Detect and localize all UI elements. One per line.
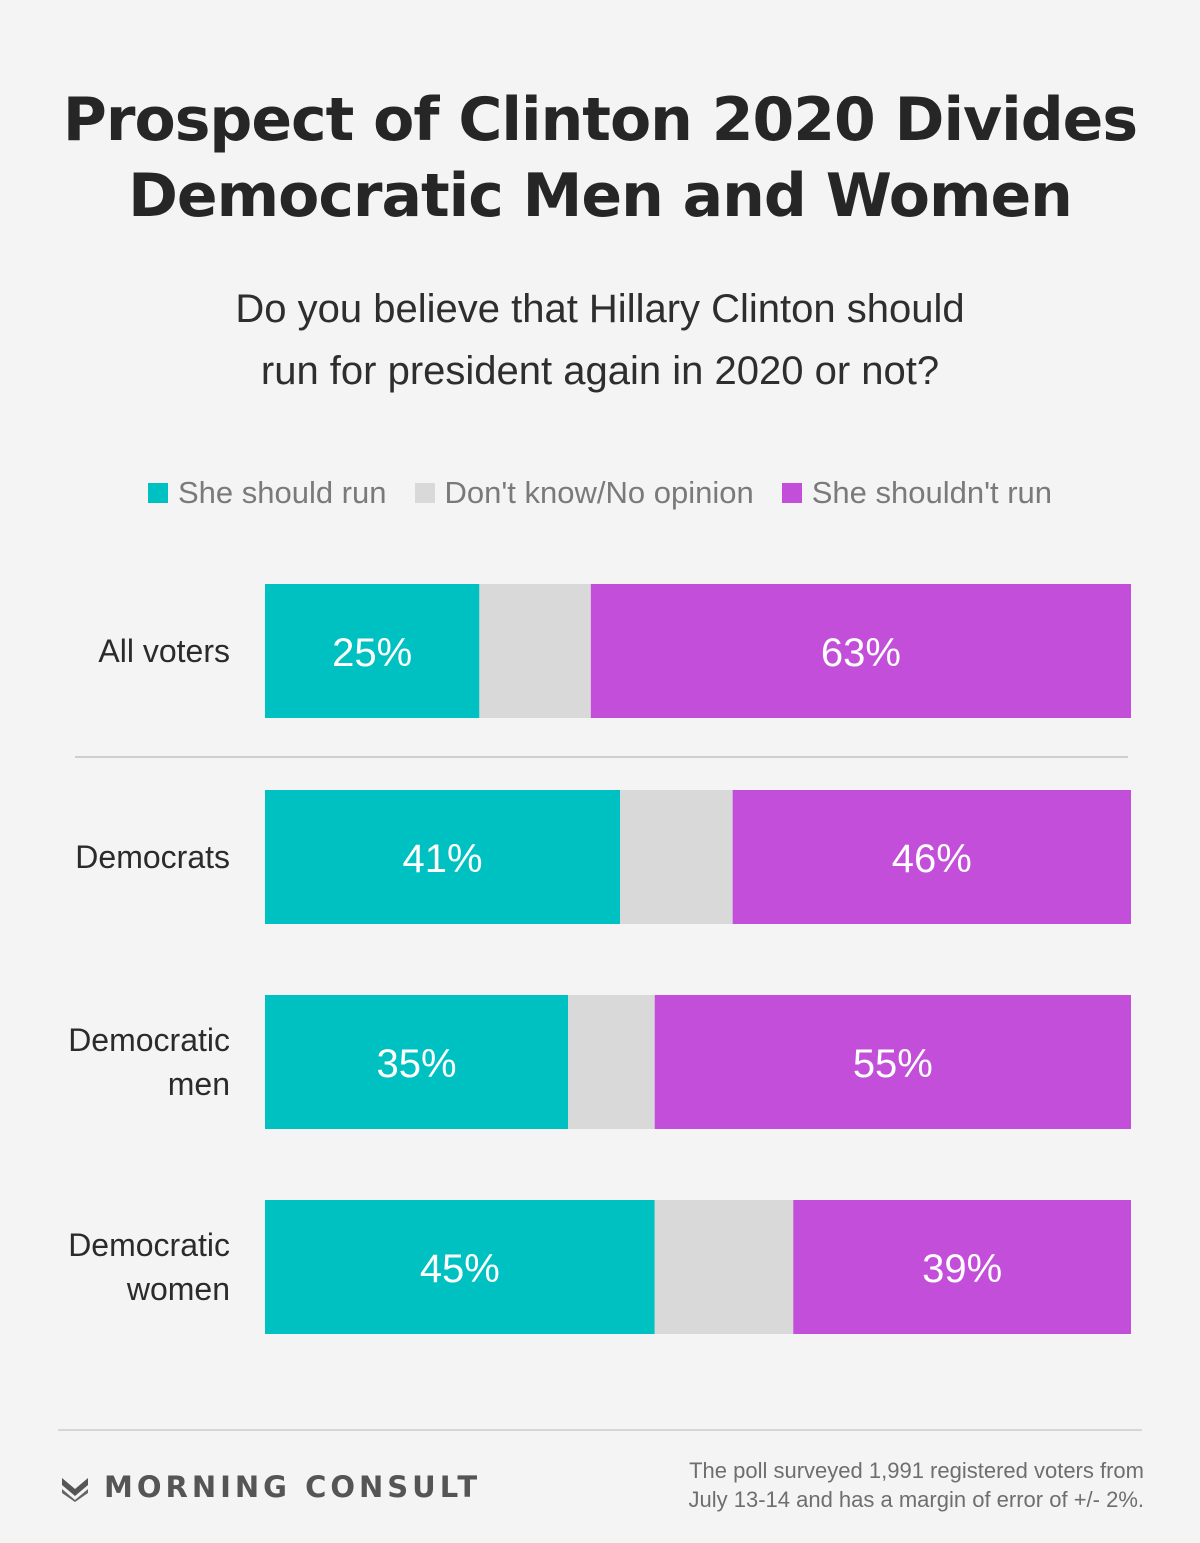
methodology-note: The poll surveyed 1,991 registered voter…: [584, 1456, 1144, 1514]
data-label-democratic-men-she-shouldn-t-run: 55%: [853, 1042, 933, 1086]
bar-segment-all-voters-she-shouldn-t-run: [590, 584, 1131, 718]
data-label-democratic-women-she-should-run: 45%: [420, 1247, 500, 1291]
category-label-democratic-women: Democratic women: [68, 1227, 230, 1307]
bar-segment-democratic-men-she-should-run: [265, 995, 569, 1129]
legend: She should run Don't know/No opinion She…: [0, 470, 1200, 516]
bar-segment-democratic-men-don-t-know-no-opinion: [568, 995, 655, 1129]
chart-title-line-1: Prospect of Clinton 2020 Divides: [62, 85, 1138, 155]
chart-subtitle-line-1: Do you believe that Hillary Clinton shou…: [235, 287, 965, 331]
bar-segment-democrats-don-t-know-no-opinion: [620, 790, 733, 924]
bar-segment-all-voters-she-should-run: [265, 584, 480, 718]
legend-item-shouldnt-run: She shouldn't run: [781, 475, 1053, 511]
bar-segment-democratic-women-she-should-run: [265, 1200, 655, 1334]
chart-title: Prospect of Clinton 2020 Divides Democra…: [0, 82, 1200, 234]
legend-swatch-dont-know: [414, 483, 435, 503]
legend-label-shouldnt-run: She shouldn't run: [811, 475, 1053, 510]
bar-segment-democrats-she-should-run: [265, 790, 621, 924]
methodology-note-line-2: July 13-14 and has a margin of error of …: [688, 1487, 1144, 1512]
data-label-democratic-men-she-should-run: 35%: [377, 1042, 457, 1086]
legend-swatch-should-run: [147, 483, 168, 503]
footer-divider: [58, 1429, 1142, 1431]
bar-segment-democratic-men-she-shouldn-t-run: [654, 995, 1131, 1129]
chart-subtitle-line-2: run for president again in 2020 or not?: [260, 349, 940, 393]
chart-title-line-2: Democratic Men and Women: [128, 161, 1073, 231]
bar-segment-all-voters-don-t-know-no-opinion: [479, 584, 591, 718]
category-label-democratic-men: Democratic men: [68, 1022, 230, 1102]
legend-label-dont-know: Don't know/No opinion: [444, 475, 754, 510]
legend-item-dont-know: Don't know/No opinion: [414, 475, 754, 511]
stacked-bar-chart: 25% 63% All voters 41% 46% Democrats 35% 55% Dem…: [68, 584, 1131, 1334]
category-label-all-voters: All voters: [98, 633, 230, 669]
chart-subtitle: Do you believe that Hillary Clinton shou…: [0, 278, 1200, 402]
data-label-all-voters-she-shouldn-t-run: 63%: [821, 631, 901, 675]
category-label-democrats: Democrats: [75, 839, 230, 875]
legend-swatch-shouldnt-run: [781, 483, 802, 503]
legend-item-should-run: She should run: [147, 475, 387, 511]
bar-segment-democratic-women-don-t-know-no-opinion: [654, 1200, 794, 1334]
brand-logo: MORNING CONSULT: [60, 1470, 481, 1504]
morning-consult-logo-icon: [62, 1478, 88, 1502]
brand-name: MORNING CONSULT: [104, 1470, 482, 1504]
bar-segment-democrats-she-shouldn-t-run: [732, 790, 1131, 924]
data-label-all-voters-she-should-run: 25%: [332, 631, 412, 675]
data-label-democrats-she-shouldn-t-run: 46%: [892, 837, 972, 881]
legend-label-should-run: She should run: [177, 475, 387, 510]
data-label-democratic-women-she-shouldn-t-run: 39%: [922, 1247, 1002, 1291]
methodology-note-line-1: The poll surveyed 1,991 registered voter…: [689, 1458, 1144, 1483]
bar-segment-democratic-women-she-shouldn-t-run: [793, 1200, 1131, 1334]
data-label-democrats-she-should-run: 41%: [402, 837, 482, 881]
